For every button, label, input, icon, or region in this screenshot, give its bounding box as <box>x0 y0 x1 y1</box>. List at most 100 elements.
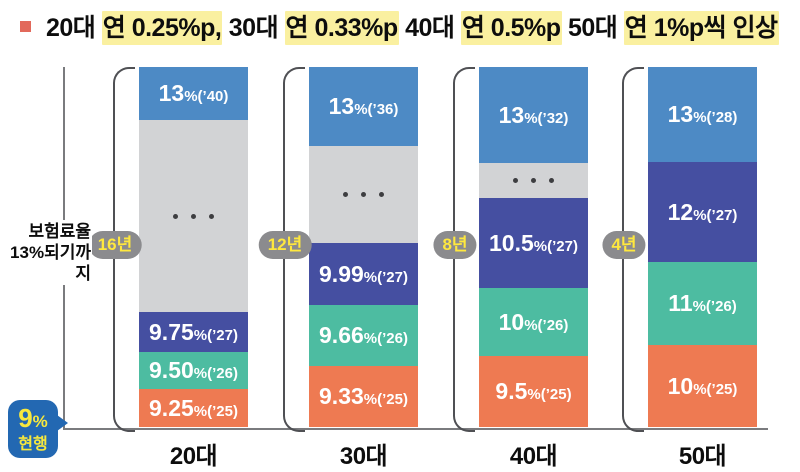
segment-year: %(’27) <box>193 326 238 344</box>
segment-year: %(’27) <box>693 206 738 224</box>
segment-year: %(’27) <box>533 237 578 255</box>
segment-year: %(’32) <box>524 109 569 127</box>
current-rate-bubble: 9% 현행 <box>8 400 68 458</box>
bar-segment: 9.75%(’27) <box>139 312 248 352</box>
title-plain-text: 40대 <box>398 14 461 42</box>
dot-icon <box>191 213 196 219</box>
segment-rate: 13 <box>498 101 525 128</box>
bar-segment: 9.33%(’25) <box>309 366 418 427</box>
bar-segment: 11%(’26) <box>648 262 757 345</box>
segment-rate: 10.5 <box>489 229 534 256</box>
segment-value-label: 13%(’28) <box>668 101 738 128</box>
dot-icon <box>209 213 214 219</box>
stacked-bar: 13%(’36) 9.99%(’27) 9.66%(’26) 9.33%(’25) <box>309 67 418 427</box>
bar-segment: 9.50%(’26) <box>139 352 248 389</box>
segment-year: %(’26) <box>363 330 408 347</box>
segment-rate: 11 <box>668 290 693 316</box>
bar-segment: 13%(’28) <box>648 67 757 162</box>
x-axis-line <box>63 428 768 430</box>
dot-icon <box>531 178 536 183</box>
title-plain-text: 50대 <box>561 14 624 42</box>
bar-segment: 9.25%(’25) <box>139 389 248 427</box>
segment-year: %(’36) <box>354 101 399 118</box>
bar-segment: 13%(’32) <box>479 67 588 163</box>
title-plain-text: 30대 <box>222 14 285 42</box>
dot-icon <box>173 213 178 219</box>
bar-segment: 10%(’25) <box>648 345 757 427</box>
dot-icon <box>379 192 384 197</box>
segment-value-label: 9.75%(’27) <box>149 319 238 346</box>
duration-badge: 4년 <box>602 231 646 259</box>
title-bullet-icon <box>20 21 31 32</box>
segment-year: %(’40) <box>184 88 229 105</box>
target-rate-note-line1: 보험료율 <box>28 222 91 241</box>
stacked-bar: 13%(’32) 10.5%(’27) 10%(’26) 9.5%(’25) <box>479 67 588 427</box>
segment-rate: 9.99 <box>319 260 364 287</box>
dot-icon <box>343 192 348 197</box>
category-label: 20대 <box>169 443 218 470</box>
segment-rate: 13 <box>328 93 355 119</box>
title-highlight-text: 연 0.5%p <box>460 11 562 45</box>
segment-value-label: 10.5%(’27) <box>489 230 578 257</box>
segment-year: %(’25) <box>693 380 738 398</box>
segment-year: %(’26) <box>193 365 238 382</box>
target-rate-note: 보험료율 13%되기까지 <box>0 220 92 285</box>
segment-rate: 9.33 <box>319 383 364 409</box>
segment-rate: 13 <box>667 101 694 127</box>
segment-value-label: 9.50%(’26) <box>149 357 238 384</box>
segment-value-label: 13%(’36) <box>329 93 399 120</box>
ellipsis-dots-icon <box>343 192 384 197</box>
bar-segment: 10%(’26) <box>479 288 588 356</box>
segment-year: %(’28) <box>693 109 738 126</box>
ellipsis-dots-icon <box>173 213 214 219</box>
segment-value-label: 13%(’32) <box>499 102 569 129</box>
duration-badge: 12년 <box>258 231 312 259</box>
category-label: 50대 <box>678 443 727 470</box>
stacked-bar: 13%(’40) 9.75%(’27) 9.50%(’26) 9.25%(’25) <box>139 67 248 427</box>
segment-rate: 10 <box>498 308 525 335</box>
dot-icon <box>549 178 554 183</box>
title-row: 20대 연 0.25%p, 30대 연 0.33%p 40대 연 0.5%p 5… <box>20 8 798 52</box>
segment-value-label: 9.5%(’25) <box>495 378 571 405</box>
segment-year: %(’26) <box>692 298 737 315</box>
bar-segment-ellipsis <box>309 146 418 243</box>
segment-value-label: 10%(’26) <box>499 309 569 336</box>
bar-segment: 9.66%(’26) <box>309 305 418 366</box>
bar-segment-ellipsis <box>479 163 588 198</box>
bar-segment-ellipsis <box>139 120 248 312</box>
title-highlight-text: 연 0.33%p <box>284 11 399 45</box>
segment-value-label: 9.66%(’26) <box>319 322 408 349</box>
segment-year: %(’27) <box>363 268 408 286</box>
bar-segment: 13%(’40) <box>139 67 248 120</box>
segment-year: %(’25) <box>527 386 572 403</box>
segment-rate: 9.66 <box>319 322 364 348</box>
category-label: 40대 <box>509 443 558 470</box>
segment-rate: 9.50 <box>149 357 194 383</box>
title-plain-text: 20대 <box>46 14 102 42</box>
segment-value-label: 9.25%(’25) <box>149 395 238 422</box>
bar-segment: 9.5%(’25) <box>479 356 588 427</box>
bubble-pointer-icon <box>57 415 68 431</box>
bar-segment: 9.99%(’27) <box>309 243 418 305</box>
dot-icon <box>361 192 366 197</box>
percent-sign: % <box>32 411 48 431</box>
current-rate-value: 9% <box>18 402 48 433</box>
duration-badge: 16년 <box>88 231 142 259</box>
segment-year: %(’25) <box>363 391 408 408</box>
bar-segment: 12%(’27) <box>648 162 757 262</box>
segment-year: %(’25) <box>193 402 238 420</box>
segment-rate: 13 <box>158 80 185 106</box>
page-title: 20대 연 0.25%p, 30대 연 0.33%p 40대 연 0.5%p 5… <box>46 8 779 48</box>
segment-rate: 9.25 <box>149 394 194 421</box>
segment-rate: 9.5 <box>495 378 528 404</box>
segment-value-label: 11%(’26) <box>668 290 737 317</box>
title-highlight-text: 연 1%p씩 인상 <box>623 11 779 45</box>
segment-value-label: 10%(’25) <box>668 373 738 400</box>
segment-value-label: 13%(’40) <box>159 80 229 107</box>
segment-year: %(’26) <box>524 316 569 334</box>
dot-icon <box>513 178 518 183</box>
ellipsis-dots-icon <box>513 178 554 183</box>
stacked-bar: 13%(’28) 12%(’27) 11%(’26) 10%(’25) <box>648 67 757 427</box>
segment-rate: 9.75 <box>149 318 194 345</box>
